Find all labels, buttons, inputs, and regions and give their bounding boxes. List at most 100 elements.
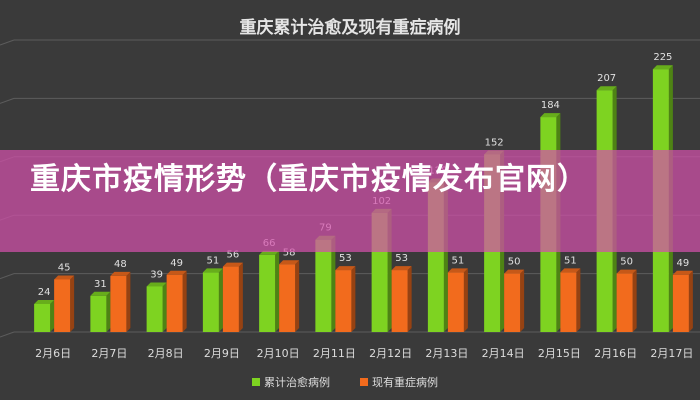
bar-side-series-1 xyxy=(275,250,280,332)
bar-top-series-2 xyxy=(391,266,412,271)
bar-series-2 xyxy=(222,266,239,332)
data-label-series-1: 24 xyxy=(38,287,51,298)
data-label-series-1: 51 xyxy=(207,255,220,266)
data-label-series-2: 56 xyxy=(227,250,240,261)
data-label-series-2: 51 xyxy=(452,255,465,266)
bar-series-2 xyxy=(447,272,464,332)
bar-series-2 xyxy=(560,272,577,332)
bar-top-series-2 xyxy=(222,262,243,267)
bar-series-2 xyxy=(110,275,127,332)
bar-series-2 xyxy=(391,270,408,332)
bar-series-2 xyxy=(335,270,352,332)
gridline-slant xyxy=(0,331,15,338)
data-label-series-1: 207 xyxy=(597,73,616,84)
x-tick-label: 2月15日 xyxy=(538,347,581,360)
bar-top-series-2 xyxy=(504,269,525,274)
bar-top-series-2 xyxy=(447,268,468,273)
x-tick-label: 2月17日 xyxy=(650,347,693,360)
data-label-series-1: 31 xyxy=(94,279,107,290)
bar-top-series-2 xyxy=(166,270,187,275)
bar-series-1 xyxy=(259,254,276,332)
bar-series-2 xyxy=(504,273,521,332)
data-label-series-2: 50 xyxy=(620,257,633,268)
chart-title: 重庆累计治愈及现有重症病例 xyxy=(240,17,461,38)
bar-series-1 xyxy=(315,239,332,332)
bar-side-series-2 xyxy=(295,260,300,332)
bar-side-series-1 xyxy=(218,268,223,332)
bar-series-2 xyxy=(54,279,71,332)
bar-top-series-1 xyxy=(540,113,561,118)
bar-top-series-1 xyxy=(202,268,223,273)
legend: 累计治愈病例 现有重症病例 xyxy=(252,375,438,389)
data-label-series-1: 184 xyxy=(541,100,560,111)
data-label-series-2: 48 xyxy=(114,259,127,270)
x-tick-label: 2月16日 xyxy=(594,347,637,360)
bar-side-series-2 xyxy=(688,270,693,332)
data-label-series-2: 58 xyxy=(283,247,296,258)
data-label-series-1: 225 xyxy=(653,52,672,63)
data-label-series-2: 53 xyxy=(339,253,352,264)
bar-side-series-2 xyxy=(351,266,356,332)
overlay-banner: 重庆市疫情形势（重庆市疫情发布官网） xyxy=(0,150,700,252)
data-label-series-2: 49 xyxy=(677,258,690,269)
bar-series-2 xyxy=(279,264,296,332)
x-tick-label: 2月9日 xyxy=(204,347,240,360)
bar-top-series-1 xyxy=(652,65,673,70)
gridline-slant xyxy=(0,97,15,104)
bar-side-series-2 xyxy=(576,268,581,332)
data-label-series-2: 45 xyxy=(58,262,71,273)
x-tick-label: 2月8日 xyxy=(148,347,184,360)
bar-top-series-1 xyxy=(34,299,55,304)
data-label-series-2: 50 xyxy=(508,257,521,268)
bar-side-series-1 xyxy=(162,282,167,332)
x-tick-label: 2月13日 xyxy=(425,347,468,360)
x-tick-label: 2月12日 xyxy=(369,347,412,360)
bar-series-2 xyxy=(616,273,633,332)
legend-swatch-series-1 xyxy=(252,378,260,386)
x-tick-label: 2月6日 xyxy=(35,347,71,360)
legend-label-series-2: 现有重症病例 xyxy=(372,375,438,389)
bar-series-1 xyxy=(34,303,51,332)
x-axis-labels: 2月6日 2月7日 2月8日 2月9日 2月10日 2月11日 2月12日 2月13日 2月14… xyxy=(35,347,693,360)
bar-side-series-2 xyxy=(407,266,412,332)
bar-top-series-1 xyxy=(146,282,167,287)
x-tick-label: 2月11日 xyxy=(313,347,356,360)
bar-series-1 xyxy=(146,286,163,332)
x-tick-label: 2月14日 xyxy=(482,347,525,360)
legend-swatch-series-2 xyxy=(360,378,368,386)
gridline-slant xyxy=(0,273,15,280)
bar-side-series-2 xyxy=(238,262,243,332)
bar-side-series-1 xyxy=(50,299,55,332)
bar-series-1 xyxy=(90,295,107,332)
bar-series-2 xyxy=(672,274,689,332)
data-label-series-1: 152 xyxy=(485,137,504,148)
gridline-slant xyxy=(0,39,15,46)
bar-side-series-1 xyxy=(106,291,111,332)
banner-caption: 重庆市疫情形势（重庆市疫情发布官网） xyxy=(30,162,588,197)
bar-top-series-2 xyxy=(279,260,300,265)
legend-label-series-1: 累计治愈病例 xyxy=(264,375,330,389)
data-label-series-1: 39 xyxy=(150,269,163,280)
x-tick-label: 2月10日 xyxy=(257,347,300,360)
bar-side-series-2 xyxy=(520,269,525,332)
bar-top-series-2 xyxy=(616,269,637,274)
bar-top-series-2 xyxy=(672,270,693,275)
bar-side-series-2 xyxy=(126,271,131,332)
bar-side-series-2 xyxy=(70,275,75,332)
x-tick-label: 2月7日 xyxy=(91,347,127,360)
bar-top-series-2 xyxy=(54,275,75,280)
data-label-series-2: 51 xyxy=(564,255,577,266)
bar-top-series-2 xyxy=(560,268,581,273)
data-label-series-2: 53 xyxy=(395,253,408,264)
bar-side-series-2 xyxy=(182,270,187,332)
bar-side-series-2 xyxy=(463,268,468,332)
bar-top-series-2 xyxy=(110,271,131,276)
bar-series-1 xyxy=(202,272,219,332)
bar-side-series-1 xyxy=(331,235,336,332)
bar-top-series-1 xyxy=(90,291,111,296)
data-label-series-2: 49 xyxy=(170,258,183,269)
bar-top-series-1 xyxy=(596,86,617,91)
bar-top-series-2 xyxy=(335,266,356,271)
bar-side-series-2 xyxy=(632,269,637,332)
